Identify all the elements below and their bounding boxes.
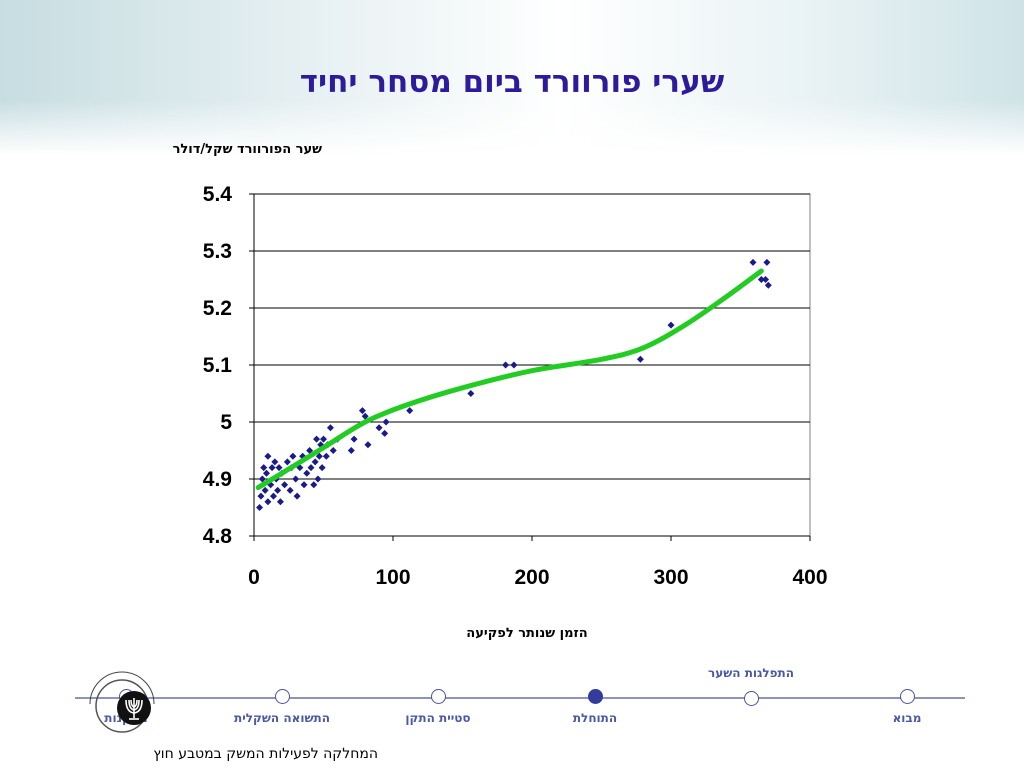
x-tick-label: 100 [375, 566, 410, 589]
data-point [406, 407, 414, 415]
data-point [313, 435, 321, 443]
data-point [292, 475, 300, 483]
data-point [293, 492, 301, 500]
data-point [275, 464, 283, 472]
data-point [502, 361, 510, 369]
data-point [286, 486, 294, 494]
data-point [261, 486, 269, 494]
data-point [264, 452, 272, 460]
data-point [276, 498, 284, 506]
y-tick-label: 5.3 [203, 240, 232, 263]
y-tick-label: 5.2 [203, 297, 232, 320]
data-point [260, 464, 268, 472]
data-point [310, 481, 318, 489]
nav-dot[interactable] [743, 691, 759, 706]
data-point [289, 452, 297, 460]
data-point [322, 452, 330, 460]
nav-dot[interactable] [430, 689, 446, 704]
data-point [300, 481, 308, 489]
data-point [382, 418, 390, 426]
data-point [667, 321, 675, 329]
y-tick-label: 5.1 [203, 354, 233, 377]
nav-dot[interactable] [899, 689, 915, 704]
data-point [320, 435, 327, 443]
nav-item[interactable]: התוחלת [540, 689, 650, 726]
data-point [749, 258, 757, 266]
navigation-timeline [75, 697, 965, 699]
data-point [350, 435, 358, 443]
data-point [757, 276, 765, 283]
bank-of-israel-logo [89, 671, 155, 733]
data-point [283, 458, 291, 466]
data-point [315, 452, 323, 460]
data-point [258, 475, 266, 483]
y-tick-label: 4.8 [203, 525, 233, 548]
data-point [318, 464, 326, 472]
nav-label[interactable]: התפלגות השער [707, 666, 794, 680]
y-tick-label: 5.4 [203, 183, 233, 206]
nav-label[interactable]: התוחלת [572, 711, 618, 725]
data-point [358, 407, 366, 415]
data-point [303, 469, 311, 477]
data-point [467, 390, 475, 397]
data-point [764, 281, 772, 289]
nav-dot[interactable] [274, 689, 290, 704]
x-tick-label: 200 [514, 566, 549, 589]
fit-curve [255, 268, 764, 491]
nav-label[interactable]: התשואה השקלית [234, 711, 330, 725]
data-point [510, 361, 518, 369]
nav-item[interactable]: סטיית התקן [383, 689, 493, 726]
x-tick-label: 0 [248, 566, 260, 589]
data-point [268, 464, 276, 472]
nav-dot-active[interactable] [587, 689, 603, 704]
page-title: שערי פורוורד ביום מסחר יחיד [299, 64, 725, 100]
nav-item[interactable]: מבוא [852, 689, 962, 726]
data-point [256, 504, 264, 511]
data-point [269, 492, 277, 500]
data-point [326, 424, 334, 432]
footer-department: המחלקה לפעילות המשק במטבע חוץ [153, 746, 378, 762]
data-point [314, 475, 322, 483]
data-point [263, 469, 271, 477]
data-point [762, 276, 770, 283]
data-point [361, 412, 369, 420]
data-point [763, 258, 771, 266]
nav-label[interactable]: סטיית התקן [405, 711, 471, 725]
data-point [347, 447, 355, 454]
scatter-chart: 5.4 5.3 5.2 5.1 5 4.9 4.8 0 100 200 300 400 [203, 183, 828, 589]
nav-label[interactable]: מבוא [892, 711, 922, 725]
data-point [264, 498, 272, 506]
y-tick-label: 5 [220, 411, 232, 434]
data-point [375, 424, 383, 432]
x-tick-label: 400 [792, 566, 827, 589]
data-point [274, 486, 282, 494]
data-point [381, 429, 389, 437]
nav-item[interactable]: התפלגות השער [696, 666, 806, 706]
data-point [364, 441, 372, 449]
y-tick-label: 4.9 [203, 468, 232, 491]
header-banner-fade [0, 100, 1024, 155]
y-axis-label: שער הפורוורד שקל/דולר [172, 142, 322, 157]
data-point [307, 464, 315, 472]
data-point [281, 481, 289, 489]
x-axis-label: הזמן שנותר לפקיעה [466, 626, 588, 641]
data-point [271, 458, 279, 466]
x-tick-label: 300 [653, 566, 688, 589]
data-point [257, 492, 265, 500]
nav-item[interactable]: התשואה השקלית [227, 689, 337, 726]
data-point [636, 355, 644, 363]
data-point [329, 447, 337, 454]
data-point [311, 458, 319, 466]
